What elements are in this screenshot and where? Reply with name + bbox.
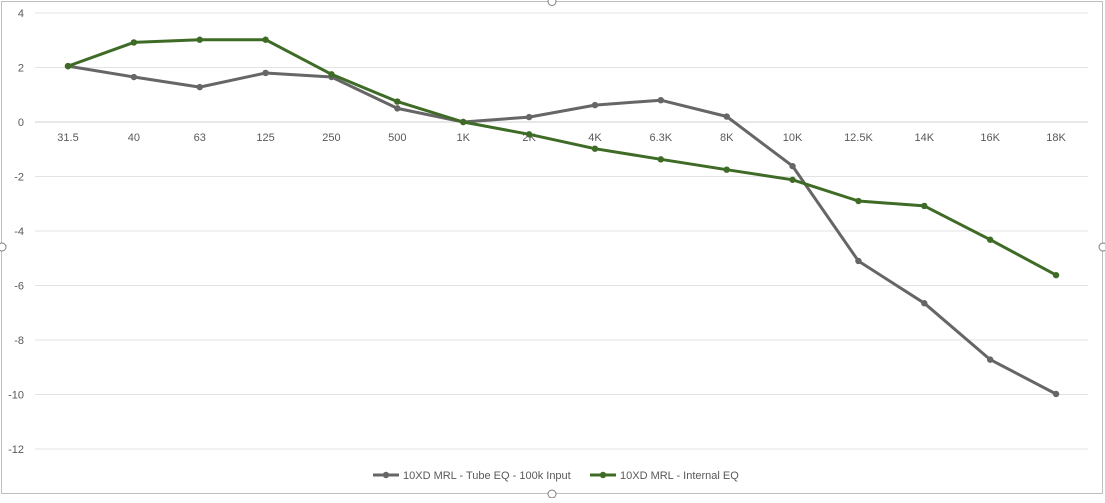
x-tick-label: 18K (1046, 132, 1066, 144)
data-point (328, 71, 335, 78)
data-point (394, 98, 401, 105)
data-point (789, 176, 796, 183)
y-tick-label: 4 (18, 8, 24, 20)
data-point (789, 162, 796, 170)
chart-border (1, 1, 1103, 494)
data-point (921, 202, 928, 210)
x-tick-label: 14K (915, 132, 935, 144)
series-line (66, 38, 1058, 277)
resize-handle[interactable] (547, 489, 557, 499)
data-point (130, 73, 138, 81)
x-tick-label: 500 (388, 132, 406, 144)
y-axis-tick-labels: 4 2 0 -2 -4 -6 -8 -10 -12 (8, 8, 24, 456)
resize-handle[interactable] (1098, 242, 1105, 252)
data-point (657, 156, 665, 163)
data-point (855, 257, 862, 265)
data-point (1052, 390, 1060, 398)
series-1 (64, 62, 1060, 398)
resize-handle[interactable] (0, 242, 7, 252)
data-point (723, 113, 730, 120)
x-tick-label: 31.5 (57, 132, 78, 144)
gridlines (35, 12, 1088, 450)
resize-handle[interactable] (547, 0, 557, 6)
data-point (196, 36, 203, 43)
data-point (130, 39, 138, 46)
y-tick-label: 0 (18, 117, 24, 129)
data-point (986, 356, 994, 363)
data-point (657, 97, 665, 104)
legend-marker (599, 471, 607, 479)
legend: 10XD MRL - Tube EQ - 100k Input 10XD MRL … (373, 470, 739, 482)
y-tick-label: -2 (14, 172, 24, 184)
series-line (66, 64, 1058, 396)
data-point (394, 105, 401, 112)
legend-item: 10XD MRL - Tube EQ - 100k Input (373, 470, 571, 482)
x-tick-label: 125 (256, 132, 274, 144)
data-point (525, 113, 533, 121)
legend-marker (382, 471, 390, 479)
series-2 (64, 36, 1060, 279)
y-tick-label: -6 (14, 281, 24, 293)
data-point (921, 300, 928, 307)
x-tick-label: 63 (194, 132, 206, 144)
y-tick-label: -8 (14, 335, 24, 347)
legend-label: 10XD MRL - Internal EQ (620, 470, 739, 482)
data-point (64, 62, 72, 70)
data-point (591, 145, 599, 152)
data-point (591, 101, 599, 109)
x-tick-label: 250 (322, 132, 340, 144)
y-tick-label: -10 (8, 390, 24, 402)
x-axis-tick-labels: 31.5 40 63 125 250 500 1K 2K 4K 6.3K 8K 10K 12.5K 14K… (57, 132, 1066, 144)
data-point (1052, 271, 1060, 279)
data-point (262, 36, 269, 43)
series-lines (64, 36, 1060, 398)
data-point (986, 236, 994, 243)
x-tick-label: 40 (128, 132, 140, 144)
data-point (525, 131, 533, 138)
x-tick-label: 12.5K (844, 132, 873, 144)
data-point (460, 118, 467, 126)
y-tick-label: -12 (8, 444, 24, 456)
legend-label: 10XD MRL - Tube EQ - 100k Input (403, 470, 571, 482)
data-point (262, 69, 269, 77)
x-tick-label: 4K (588, 132, 602, 144)
y-tick-label: 2 (18, 63, 24, 75)
data-point (723, 166, 730, 173)
x-tick-label: 8K (720, 132, 734, 144)
x-tick-label: 10K (783, 132, 803, 144)
x-tick-label: 6.3K (650, 132, 673, 144)
legend-item: 10XD MRL - Internal EQ (590, 470, 739, 482)
data-point (855, 197, 862, 205)
y-tick-label: -4 (14, 226, 24, 238)
x-tick-label: 1K (456, 132, 470, 144)
data-point (196, 83, 203, 91)
x-tick-label: 16K (980, 132, 1000, 144)
